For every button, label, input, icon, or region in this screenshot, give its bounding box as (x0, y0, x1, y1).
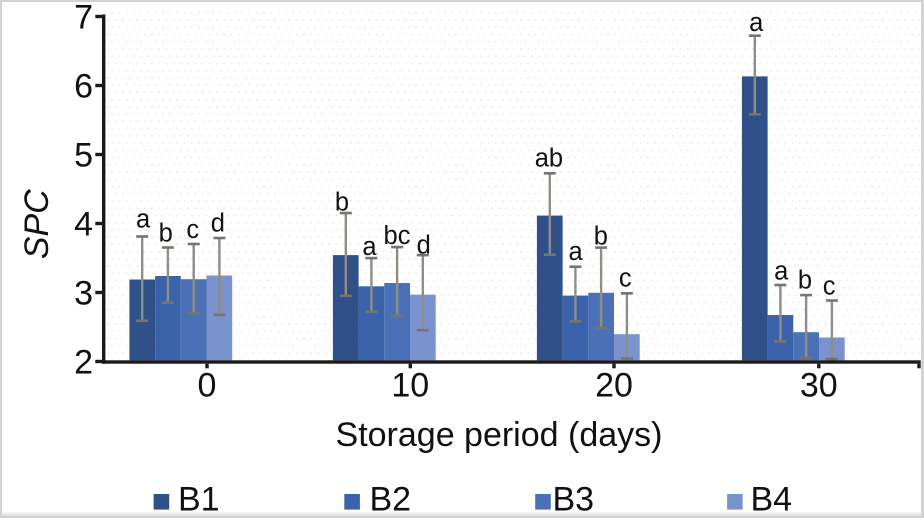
svg-text:B4: B4 (751, 480, 793, 518)
svg-text:d: d (417, 231, 431, 259)
svg-text:a: a (774, 257, 789, 285)
svg-text:10: 10 (391, 367, 429, 405)
svg-text:6: 6 (74, 68, 93, 106)
svg-text:b: b (335, 188, 349, 216)
svg-text:Storage period (days): Storage period (days) (336, 416, 663, 454)
svg-text:B3: B3 (553, 480, 595, 518)
svg-text:a: a (569, 238, 584, 266)
svg-text:a: a (362, 233, 377, 261)
svg-text:B1: B1 (178, 480, 220, 518)
svg-text:ab: ab (535, 145, 563, 173)
svg-text:bc: bc (384, 222, 411, 250)
svg-text:B2: B2 (370, 480, 412, 518)
svg-text:4: 4 (74, 206, 93, 244)
svg-text:5: 5 (74, 137, 93, 175)
svg-text:b: b (798, 266, 812, 294)
svg-text:a: a (749, 9, 764, 37)
svg-text:a: a (136, 205, 151, 233)
svg-text:3: 3 (74, 275, 93, 313)
svg-text:2: 2 (74, 344, 93, 382)
svg-text:7: 7 (74, 0, 93, 37)
svg-text:d: d (211, 209, 225, 237)
svg-text:c: c (823, 273, 836, 301)
svg-text:SPC: SPC (18, 189, 56, 259)
svg-text:30: 30 (800, 367, 838, 405)
svg-text:b: b (159, 219, 173, 247)
svg-text:0: 0 (198, 367, 217, 405)
svg-text:b: b (594, 222, 608, 250)
svg-text:c: c (186, 216, 199, 244)
svg-text:20: 20 (595, 367, 633, 405)
svg-text:c: c (619, 265, 632, 293)
